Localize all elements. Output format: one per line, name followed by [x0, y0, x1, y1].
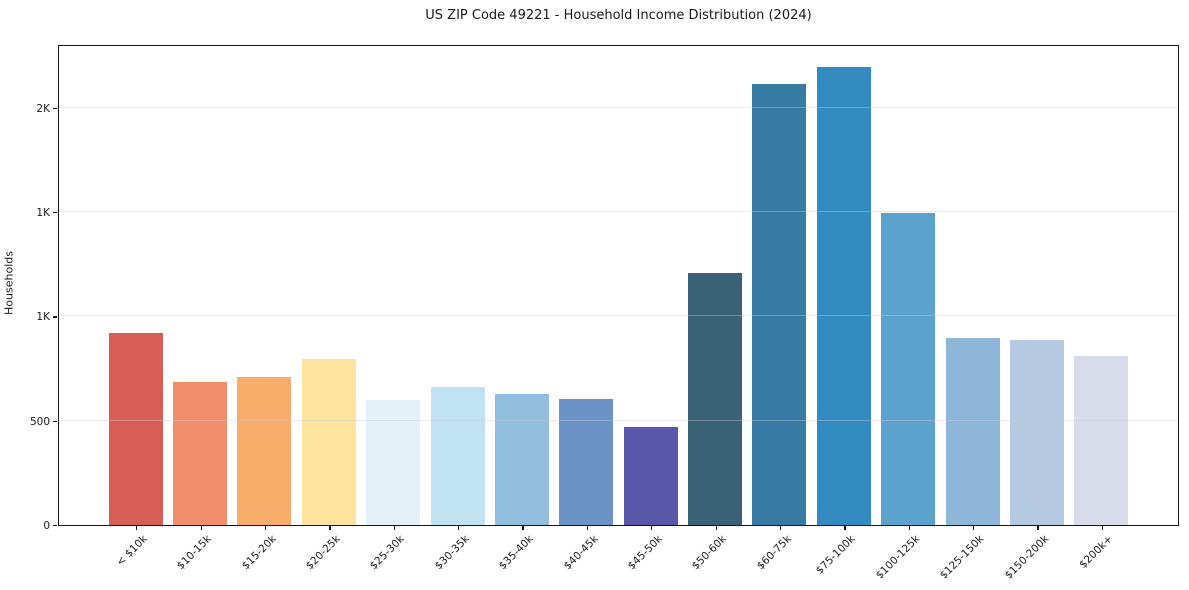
bar: [752, 83, 807, 525]
x-tick-label-text: $200k+: [1077, 533, 1116, 571]
bar: [173, 382, 228, 525]
bar: [1074, 356, 1129, 525]
x-tick-mark: [715, 526, 717, 530]
bar: [559, 398, 614, 525]
y-tick-mark: [53, 107, 57, 109]
y-tick-label: 0: [43, 520, 50, 532]
gridline: [59, 419, 1178, 421]
bar: [688, 272, 743, 525]
x-tick-label-text: $150-200k: [1002, 533, 1051, 582]
bar: [623, 426, 678, 525]
bar: [108, 333, 163, 525]
x-tick-mark: [973, 526, 975, 530]
x-tick-mark: [136, 526, 138, 530]
y-tick-label: 1K: [36, 207, 50, 220]
chart-title: US ZIP Code 49221 - Household Income Dis…: [425, 8, 812, 23]
plot-area: [58, 45, 1179, 526]
x-tick-label-text: $100-125k: [873, 533, 923, 582]
bar: [816, 67, 871, 525]
bar: [430, 387, 485, 525]
x-tick-label-text: $10-15k: [174, 533, 215, 573]
x-tick-mark: [200, 526, 202, 530]
x-tick-mark: [844, 526, 846, 530]
gridline: [59, 211, 1178, 213]
y-tick-label: 500: [29, 415, 50, 428]
x-tick-label-text: $30-35k: [432, 533, 472, 573]
y-tick-label: 1K: [36, 311, 50, 324]
gridline: [59, 315, 1178, 317]
bar: [494, 393, 549, 525]
x-tick-label-text: $50-60k: [689, 533, 730, 573]
x-tick-mark: [264, 526, 267, 530]
x-tick-mark: [329, 526, 331, 530]
x-tick-label-text: < $10k: [114, 533, 150, 569]
x-tick-mark: [908, 526, 910, 530]
x-tick-label-text: $20-25k: [303, 533, 343, 573]
x-tick-mark: [779, 526, 782, 530]
bar: [301, 359, 356, 525]
x-tick-mark: [1037, 526, 1039, 530]
bar: [366, 399, 421, 525]
y-tick-mark: [53, 420, 57, 422]
y-tick-label: 2K: [36, 102, 50, 115]
bar: [881, 213, 936, 525]
y-tick-mark: [53, 212, 57, 214]
x-tick-label-text: $45-50k: [625, 533, 665, 573]
x-tick-label-text: $125-150k: [938, 533, 987, 582]
x-tick-label-text: $25-30k: [368, 533, 408, 573]
y-axis-label: Households: [2, 251, 16, 315]
y-tick-mark: [53, 525, 57, 527]
x-tick-mark: [586, 526, 588, 530]
y-tick-mark: [53, 316, 57, 318]
x-tick-label-text: $15-20k: [239, 533, 279, 573]
x-tick-mark: [1101, 526, 1103, 530]
bar: [1009, 340, 1064, 525]
bar: [237, 376, 292, 525]
x-tick-mark: [651, 526, 653, 530]
bar: [945, 338, 1000, 525]
x-tick-mark: [522, 526, 524, 530]
x-tick-label-text: $35-40k: [496, 533, 536, 573]
x-tick-mark: [393, 526, 395, 530]
x-tick-label-text: $60-75k: [754, 533, 794, 573]
x-tick-label-text: $40-45k: [561, 533, 601, 573]
gridline: [59, 106, 1178, 108]
x-tick-label-text: $75-100k: [813, 533, 858, 577]
x-tick-mark: [458, 526, 460, 530]
